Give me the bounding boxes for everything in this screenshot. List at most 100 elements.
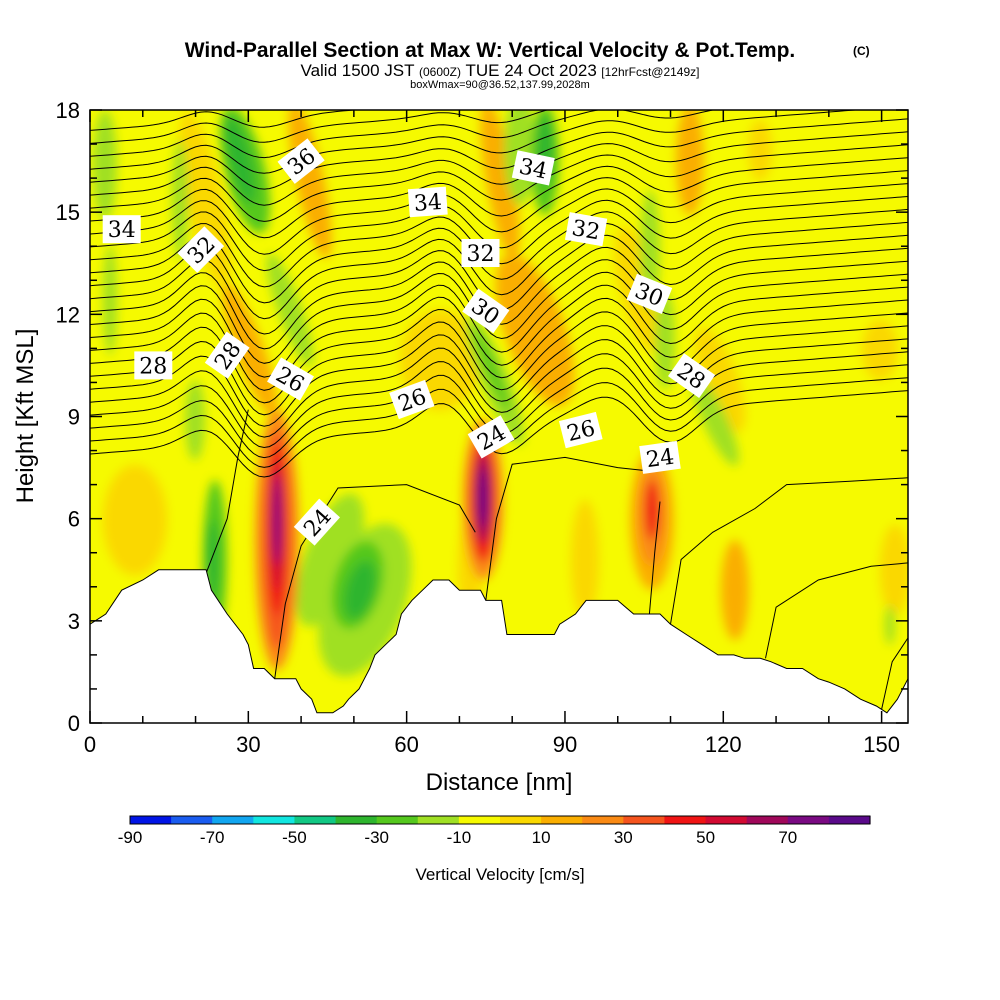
colorbar-swatch (500, 816, 542, 824)
x-tick-label: 120 (705, 732, 742, 757)
x-tick-labels: 0 30 60 90 120 150 (84, 732, 900, 757)
theta-contour-label: 28 (134, 351, 173, 380)
colorbar-frame (129, 815, 871, 825)
colorbar-swatch (787, 816, 830, 824)
downdraft-core (224, 116, 256, 204)
theta-contour-line (485, 456, 650, 601)
updraft-band (103, 465, 167, 575)
theta-contour-label: 34 (511, 150, 555, 186)
theta-contour-line (90, 208, 908, 304)
theta-label-box (267, 357, 314, 401)
theta-label-box (102, 215, 141, 244)
y-tick-label: 3 (68, 609, 80, 634)
theta-label-box (668, 353, 716, 398)
colorbar-tick-label: 30 (614, 828, 633, 847)
updraft-band (480, 110, 520, 259)
box-info: boxWmax=90@36.52,137.99,2028m (410, 79, 590, 91)
colorbar-swatch (171, 816, 213, 824)
chart-title: Wind-Parallel Section at Max W: Vertical… (185, 39, 796, 62)
updraft-band (748, 120, 772, 180)
downdraft-band (93, 110, 117, 220)
downdraft-band (885, 605, 895, 645)
x-axis-title: Distance [nm] (426, 769, 573, 796)
y-tick-label: 12 (56, 302, 80, 327)
updraft-band (880, 525, 908, 615)
theta-contour-line (90, 271, 908, 378)
theta-label-box (407, 186, 448, 218)
theta-contour-line (90, 118, 908, 190)
updraft-band (721, 540, 749, 640)
theta-label-box (204, 331, 250, 379)
valid-prefix: Valid 1500 JST (301, 61, 415, 80)
theta-contour-label: 30 (626, 273, 673, 314)
theta-contour-line (90, 144, 908, 222)
x-tick-label: 30 (236, 732, 260, 757)
theta-contour-line (90, 338, 908, 438)
colorbar-swatch (828, 816, 871, 824)
colorbar-swatch (582, 816, 624, 824)
theta-label-text: 32 (467, 242, 495, 267)
downdraft-band (655, 290, 675, 390)
y-tick-label: 0 (68, 711, 80, 736)
theta-contour-line (274, 484, 476, 679)
theta-label-box (134, 351, 173, 380)
theta-label-text: 34 (108, 218, 136, 243)
theta-label-box (626, 273, 673, 314)
colorbar-swatch (376, 816, 419, 824)
forecast-info: [12hrFcst@2149z] (601, 65, 699, 79)
colorbar-title: Vertical Velocity [cm/s] (415, 865, 584, 884)
updraft-band (571, 500, 599, 620)
theta-contour-line (90, 390, 908, 478)
updraft-band (862, 320, 898, 380)
theta-contour-line (881, 637, 908, 710)
colorbar-swatch (705, 816, 748, 824)
valid-date: TUE 24 Oct 2023 (465, 61, 596, 80)
theta-contour-label: 32 (461, 239, 500, 267)
theta-contour-line (90, 259, 908, 364)
colorbar-swatch (253, 816, 296, 824)
axis-ticks (89, 109, 908, 724)
theta-contour-line (765, 562, 908, 659)
colorbar-tick-label: 50 (696, 828, 715, 847)
colorbar-swatch (335, 816, 378, 824)
colorbar-tick-label: 10 (532, 828, 551, 847)
downdraft-core (474, 328, 510, 412)
x-tick-label: 0 (84, 732, 96, 757)
valid-utc: (0600Z) (419, 65, 461, 79)
downdraft-band (172, 140, 188, 260)
valid-time-line: Valid 1500 JST (0600Z) TUE 24 Oct 2023 [… (301, 61, 700, 80)
colorbar: -90 -70 -50 -30 -10 10 30 50 70 Vertical Velocit… (118, 815, 871, 884)
downdraft-band (295, 493, 365, 627)
x-tick-label: 150 (863, 732, 900, 757)
theta-label-box (639, 440, 681, 474)
theta-contour-line (90, 110, 716, 159)
colorbar-swatch (294, 816, 337, 824)
colorbar-swatch (458, 816, 501, 824)
theta-label-text: 34 (517, 154, 550, 184)
y-tick-label: 15 (56, 200, 80, 225)
theta-label-text: 34 (413, 190, 443, 217)
theta-contour-line (90, 157, 908, 239)
theta-label-box (467, 415, 515, 459)
colorbar-swatch (417, 816, 460, 824)
theta-label-text: 28 (139, 354, 167, 379)
downdraft-band (266, 253, 314, 367)
updraft-core (479, 468, 487, 528)
theta-contour-label: 34 (102, 215, 141, 244)
colorbar-swatch (130, 816, 172, 824)
theta-label-box (511, 150, 555, 186)
theta-contour-line (90, 110, 862, 174)
copyright-mark: (C) (853, 44, 870, 58)
theta-contour-line (90, 170, 908, 255)
colorbar-swatch (212, 816, 254, 824)
theta-label-text: 24 (645, 445, 676, 474)
colorbar-tick-label: -30 (364, 828, 389, 847)
downdraft-band (504, 110, 536, 205)
terrain (90, 569, 908, 723)
theta-label-box (564, 212, 608, 247)
downdraft-core (344, 560, 376, 620)
colorbar-swatch (623, 816, 666, 824)
theta-contour-line (90, 221, 908, 320)
downdraft-band (691, 374, 739, 466)
